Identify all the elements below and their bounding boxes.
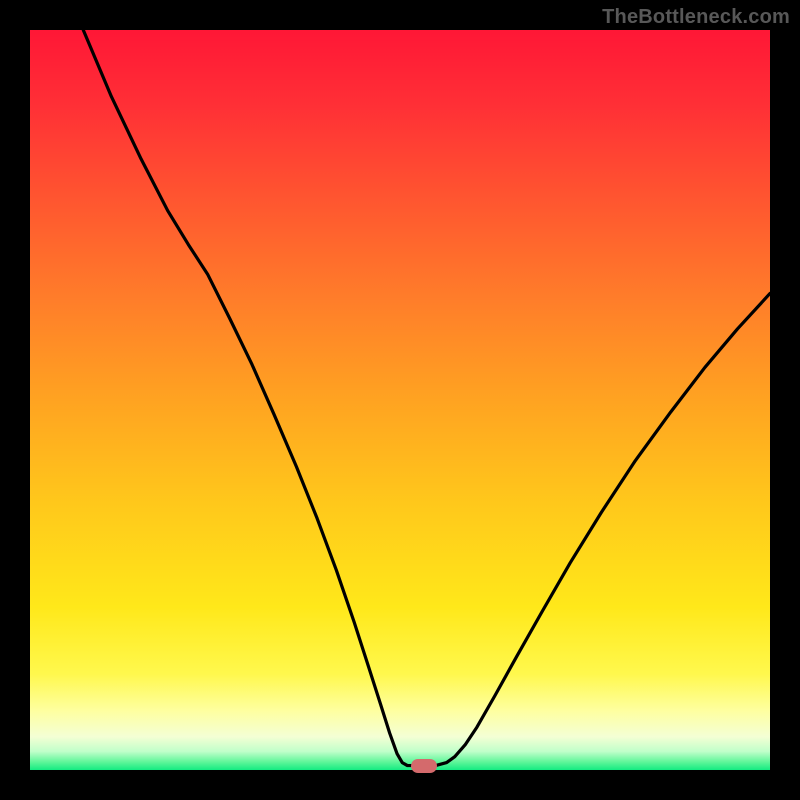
- chart-container: { "watermark": { "text": "TheBottleneck.…: [0, 0, 800, 800]
- watermark-text: TheBottleneck.com: [602, 6, 790, 29]
- plot-area: [30, 30, 770, 770]
- bottleneck-marker: [411, 759, 437, 773]
- curve-svg: [30, 30, 770, 770]
